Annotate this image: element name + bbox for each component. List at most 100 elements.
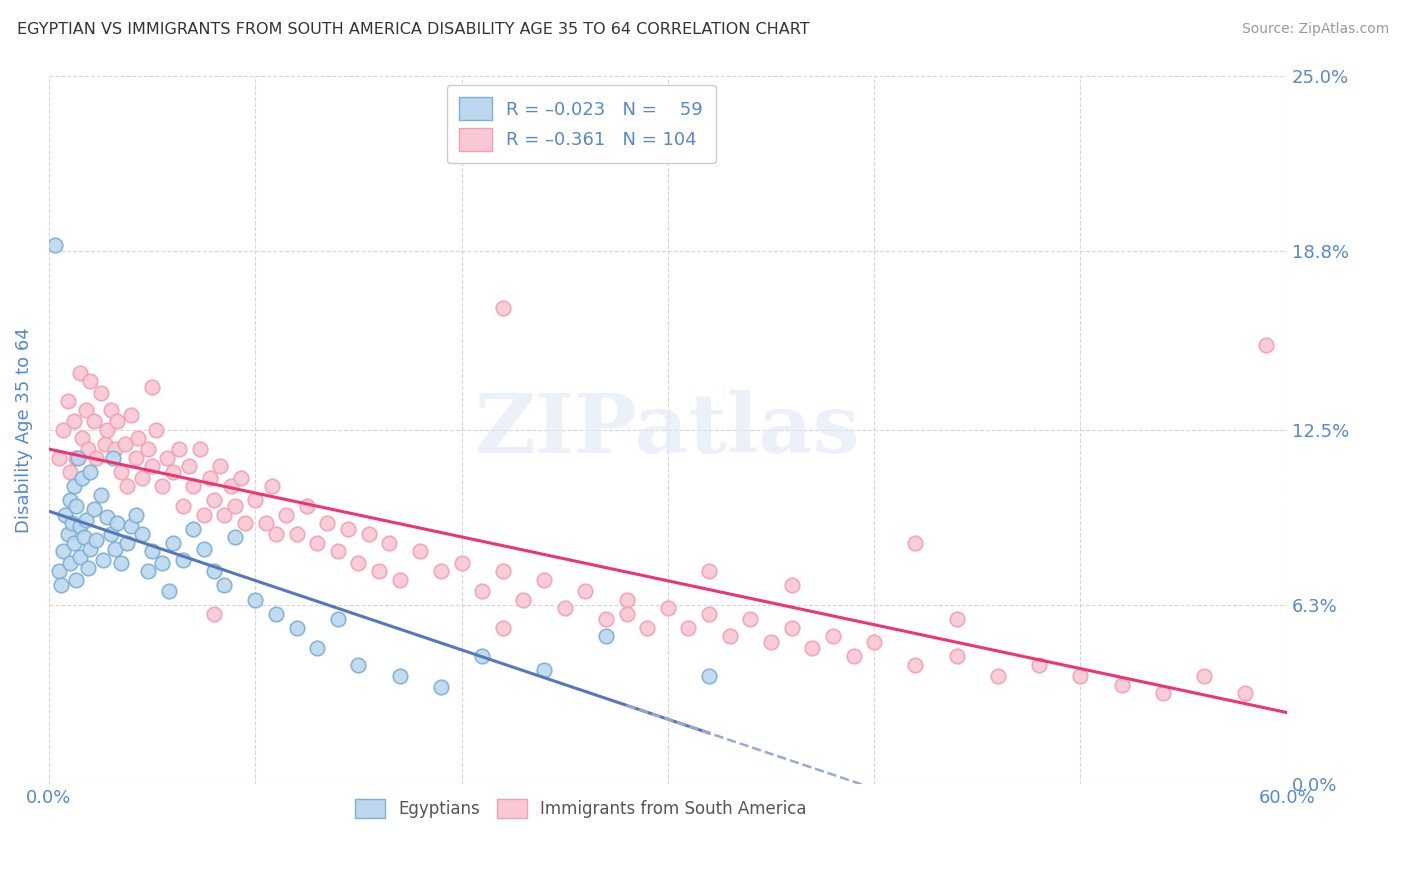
Point [93,437,115,451]
Point [70,431,93,445]
Point [1069,669,1091,683]
Point [69,550,91,565]
Point [595,612,617,626]
Point [124,508,146,522]
Point [131,471,153,485]
Point [233,516,256,530]
Point [678,621,700,635]
Point [378,536,401,550]
Point [52,544,75,558]
Point [224,499,246,513]
Point [214,578,236,592]
Point [1028,657,1050,672]
Point [183,522,205,536]
Point [326,544,349,558]
Point [66,450,89,465]
Point [162,465,184,479]
Point [219,479,242,493]
Point [101,450,124,465]
Point [657,601,679,615]
Point [183,479,205,493]
Point [945,612,967,626]
Point [697,564,720,578]
Point [492,621,515,635]
Point [430,681,453,695]
Point [554,601,576,615]
Point [117,479,139,493]
Point [842,649,865,664]
Point [110,556,132,570]
Point [79,541,101,556]
Point [1192,669,1215,683]
Point [209,459,232,474]
Point [75,402,97,417]
Legend: Egyptians, Immigrants from South America: Egyptians, Immigrants from South America [349,792,814,825]
Point [347,657,370,672]
Point [141,459,163,474]
Point [59,556,82,570]
Point [202,493,225,508]
Point [91,553,114,567]
Point [104,442,127,457]
Point [276,508,298,522]
Point [69,519,91,533]
Point [141,380,163,394]
Point [96,510,118,524]
Point [100,527,122,541]
Point [65,450,87,465]
Point [70,471,93,485]
Point [245,493,267,508]
Point [59,493,82,508]
Point [801,640,824,655]
Point [121,519,143,533]
Point [295,499,318,513]
Point [65,573,87,587]
Point [260,479,283,493]
Point [368,564,391,578]
Point [780,621,803,635]
Point [492,564,515,578]
Point [136,564,159,578]
Point [533,664,555,678]
Point [121,409,143,423]
Point [136,442,159,457]
Point [904,657,927,672]
Point [1152,686,1174,700]
Point [347,556,370,570]
Point [48,450,70,465]
Point [110,465,132,479]
Point [127,431,149,445]
Point [155,450,177,465]
Point [188,442,211,457]
Point [105,414,128,428]
Point [44,238,66,252]
Point [141,544,163,558]
Point [229,471,252,485]
Point [430,564,453,578]
Point [202,607,225,621]
Point [307,640,329,655]
Point [83,414,105,428]
Point [450,556,472,570]
Point [60,516,83,530]
Point [79,465,101,479]
Point [55,508,77,522]
Point [114,437,136,451]
Point [202,564,225,578]
Point [77,561,100,575]
Point [48,564,70,578]
Point [759,635,782,649]
Point [86,533,108,548]
Point [492,301,515,315]
Point [224,530,246,544]
Point [471,649,494,664]
Text: ZIPatlas: ZIPatlas [475,390,860,469]
Point [172,499,194,513]
Point [52,423,75,437]
Point [83,502,105,516]
Point [90,488,112,502]
Point [77,442,100,457]
Point [104,541,127,556]
Point [388,573,411,587]
Point [157,584,180,599]
